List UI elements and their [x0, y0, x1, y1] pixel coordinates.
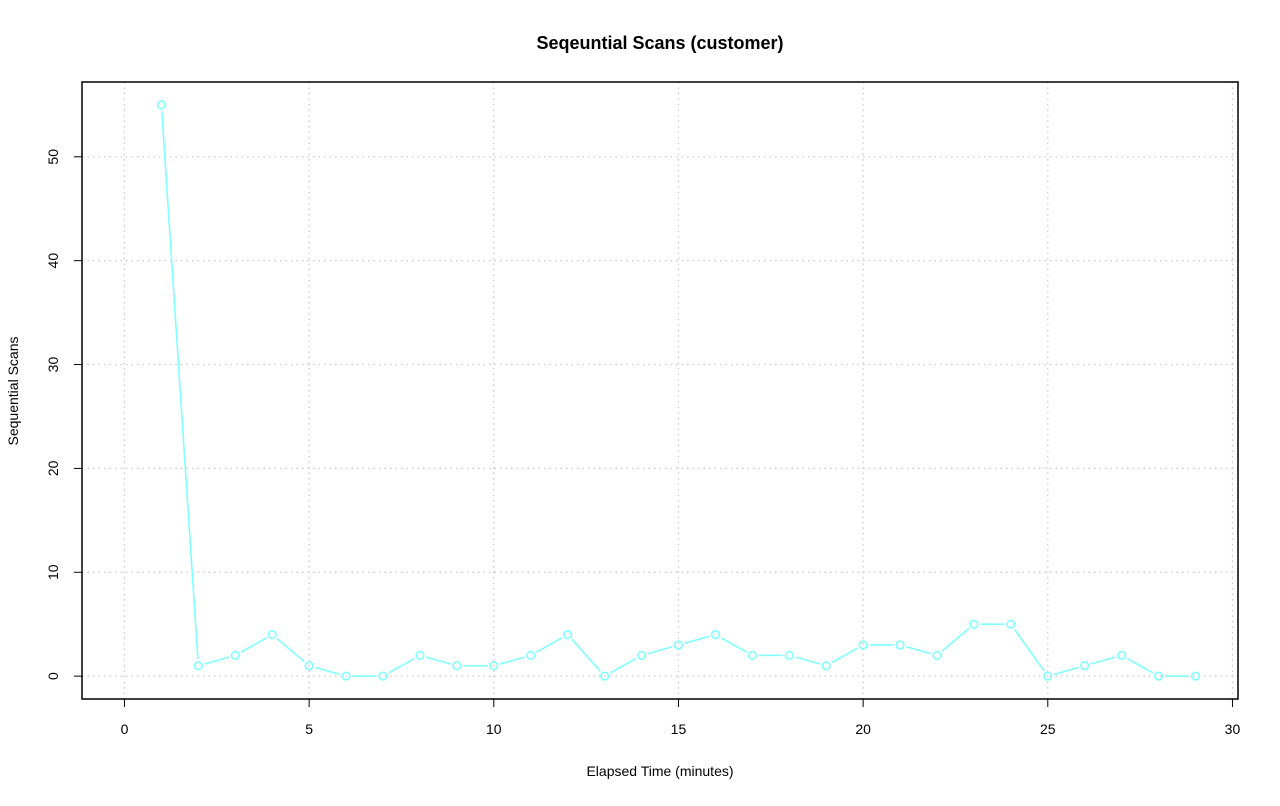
chart-title: Seqeuntial Scans (customer): [536, 33, 783, 53]
series-line-segment: [276, 638, 305, 663]
series-line-segment: [684, 635, 710, 644]
x-tick-label: 25: [1040, 721, 1056, 737]
data-point: [193, 661, 203, 671]
data-point: [526, 650, 536, 660]
series-line-segment: [571, 638, 601, 672]
series-line-segment: [647, 645, 673, 655]
data-point: [821, 661, 831, 671]
data-point: [784, 650, 794, 660]
y-tick-label: 50: [45, 149, 61, 165]
plot-frame: [81, 81, 1239, 700]
data-point: [1006, 619, 1016, 629]
data-point: [895, 640, 905, 650]
y-tick-label: 20: [45, 460, 61, 476]
x-tick-label: 10: [486, 721, 502, 737]
data-point: [858, 640, 868, 650]
series-line-segment: [204, 656, 230, 665]
y-axis-label: Sequential Scans: [5, 337, 21, 446]
data-point: [636, 650, 647, 660]
data-point: [156, 100, 167, 110]
data-point: [452, 661, 462, 671]
x-axis: 0 5 10 15 20 25 30: [121, 699, 1241, 737]
series-line-segment: [240, 637, 267, 653]
series-line-segment: [831, 647, 858, 664]
data-point: [673, 640, 684, 650]
y-tick-label: 30: [45, 357, 61, 373]
data-point: [267, 629, 277, 640]
y-tick-label: 40: [45, 253, 61, 269]
series-line-segment: [795, 656, 821, 665]
data-point: [969, 619, 979, 629]
data-point: [341, 671, 351, 681]
data-point: [932, 650, 942, 660]
data-point: [378, 671, 388, 681]
data-point: [1080, 661, 1090, 671]
y-tick-label: 10: [45, 564, 61, 580]
series-line-segment: [161, 111, 199, 660]
x-axis-label: Elapsed Time (minutes): [586, 763, 733, 779]
series-line-segment: [536, 637, 563, 653]
series-line-segment: [315, 666, 341, 676]
data-point: [1190, 671, 1201, 681]
y-tick-label: 0: [45, 672, 61, 680]
series-line-segment: [425, 656, 451, 665]
data-point: [1043, 671, 1053, 681]
data-point: [1117, 650, 1127, 660]
data-point: [489, 661, 499, 671]
series-line-segment: [941, 627, 970, 652]
series-line-segment: [1090, 656, 1116, 665]
series-line-segment: [388, 657, 415, 674]
data-point: [710, 629, 720, 640]
series-line-segment: [1126, 657, 1154, 674]
series-sequential-scans: [156, 100, 1201, 681]
series-line-segment: [1053, 666, 1079, 676]
data-point: [304, 661, 314, 671]
series-line-segment: [906, 645, 931, 655]
x-tick-label: 20: [855, 721, 871, 737]
data-point: [230, 650, 240, 660]
data-point: [600, 671, 610, 681]
x-tick-label: 30: [1225, 721, 1241, 737]
x-tick-label: 0: [121, 721, 129, 737]
grid-lines: [82, 82, 1238, 699]
data-point: [747, 650, 757, 660]
data-point: [1153, 671, 1164, 681]
series-line-segment: [720, 637, 748, 653]
series-line-segment: [499, 656, 525, 665]
series-line-segment: [609, 657, 637, 674]
x-tick-label: 5: [305, 721, 313, 737]
x-tick-label: 15: [671, 721, 687, 737]
y-axis: 0 10 20 30 40 50: [45, 149, 82, 680]
data-point: [415, 650, 425, 660]
series-line-segment: [1013, 629, 1045, 672]
data-point: [563, 629, 573, 640]
